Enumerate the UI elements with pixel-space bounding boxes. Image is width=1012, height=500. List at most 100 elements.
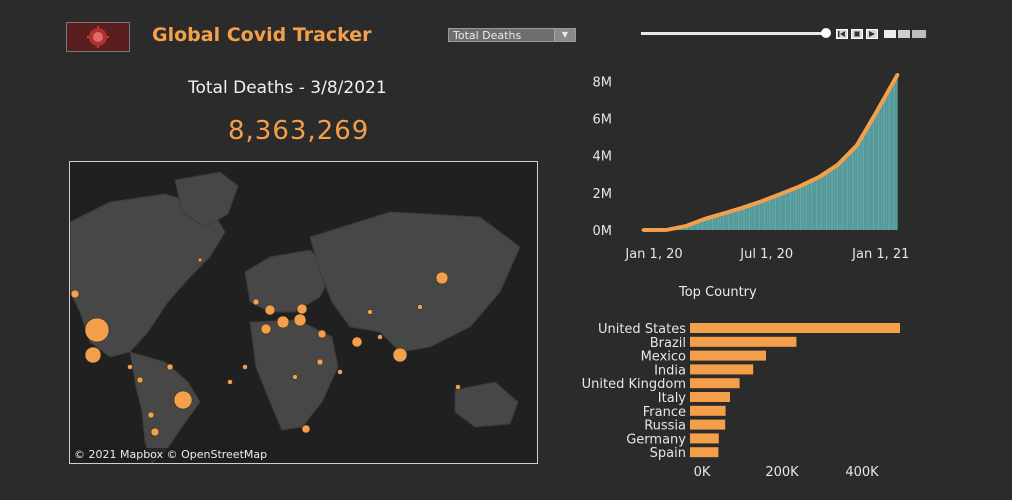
map-canvas xyxy=(70,162,537,463)
country-bar[interactable] xyxy=(690,323,900,333)
map-bubble[interactable] xyxy=(227,379,233,385)
map-bubble[interactable] xyxy=(417,304,423,310)
map-bubble[interactable] xyxy=(166,363,174,371)
bar-category-label: United Kingdom xyxy=(582,377,686,392)
play-icon[interactable] xyxy=(866,29,878,39)
line-point[interactable] xyxy=(760,199,764,203)
line-point[interactable] xyxy=(741,206,745,210)
map-bubble[interactable] xyxy=(316,358,324,366)
map-bubble[interactable] xyxy=(252,298,260,306)
map-bubble[interactable] xyxy=(276,315,290,329)
bar-category-label: Italy xyxy=(658,391,687,406)
chevron-down-icon[interactable]: ▼ xyxy=(554,29,575,41)
kpi-value: 8,363,269 xyxy=(228,116,370,146)
map-bubble[interactable] xyxy=(197,257,203,263)
map-bubble[interactable] xyxy=(317,329,327,339)
map-bubble[interactable] xyxy=(84,346,102,364)
map-bubble[interactable] xyxy=(173,390,193,410)
case-bubbles xyxy=(70,257,461,437)
country-bar[interactable] xyxy=(690,378,740,389)
country-bar[interactable] xyxy=(690,336,797,347)
metric-dropdown-value: Total Deaths xyxy=(453,29,522,42)
map-bubble[interactable] xyxy=(84,317,110,343)
line-point[interactable] xyxy=(874,111,878,115)
line-point[interactable] xyxy=(641,228,645,232)
line-point[interactable] xyxy=(779,192,783,196)
speed-medium-icon[interactable] xyxy=(898,30,910,38)
map-bubble[interactable] xyxy=(392,347,408,363)
map-bubble[interactable] xyxy=(242,364,248,370)
continent-europe xyxy=(244,249,333,313)
map-bubble[interactable] xyxy=(127,364,133,370)
line-point[interactable] xyxy=(703,217,707,221)
bar-category-label: India xyxy=(654,363,686,378)
country-bar[interactable] xyxy=(690,392,730,402)
bar-category-label: United States xyxy=(598,322,686,337)
map-bubble[interactable] xyxy=(435,271,449,285)
country-bar[interactable] xyxy=(690,405,726,416)
y-tick-label: 8M xyxy=(593,75,613,90)
line-point[interactable] xyxy=(722,211,726,215)
metric-dropdown[interactable]: Total Deaths ▼ xyxy=(448,28,576,42)
line-point[interactable] xyxy=(817,175,821,179)
country-bar[interactable] xyxy=(690,350,766,361)
line-point[interactable] xyxy=(896,73,900,77)
map-bubble[interactable] xyxy=(136,376,144,384)
world-map[interactable]: © 2021 Mapbox © OpenStreetMap xyxy=(69,161,538,464)
map-bubble[interactable] xyxy=(264,304,276,316)
map-bubble[interactable] xyxy=(351,336,363,348)
y-tick-label: 6M xyxy=(593,112,613,127)
x-tick-label: Jul 1, 20 xyxy=(739,247,793,262)
continent-asia xyxy=(309,211,521,353)
total-deaths-line[interactable] xyxy=(642,73,900,232)
map-bubble[interactable] xyxy=(70,289,80,299)
y-tick-label: 4M xyxy=(593,150,613,165)
country-bar[interactable] xyxy=(690,419,726,430)
continent-greenland xyxy=(174,171,239,228)
bar-category-label: Mexico xyxy=(641,350,686,365)
map-bubble[interactable] xyxy=(455,384,461,390)
kpi-title: Total Deaths - 3/8/2021 xyxy=(188,78,387,98)
x-tick-label: Jan 1, 21 xyxy=(851,247,909,262)
speed-fast-icon[interactable] xyxy=(912,30,926,38)
x-tick-label: Jan 1, 20 xyxy=(624,247,682,262)
line-point[interactable] xyxy=(798,184,802,188)
map-bubble[interactable] xyxy=(292,374,298,380)
map-bubble[interactable] xyxy=(147,411,155,419)
x-tick-label: 0K xyxy=(694,465,711,480)
app-title: Global Covid Tracker xyxy=(152,24,372,46)
bar-category-label: Germany xyxy=(626,432,686,447)
app-logo xyxy=(66,22,130,52)
map-bubble[interactable] xyxy=(301,424,311,434)
map-bubble[interactable] xyxy=(337,369,343,375)
map-bubble[interactable] xyxy=(296,303,308,315)
y-tick-label: 0M xyxy=(593,224,613,239)
map-bubble[interactable] xyxy=(260,323,272,335)
line-point[interactable] xyxy=(684,224,688,228)
timeline-slider-track[interactable] xyxy=(641,32,827,35)
country-bar[interactable] xyxy=(690,364,754,375)
step-back-icon[interactable] xyxy=(836,29,848,39)
map-bubble[interactable] xyxy=(377,334,383,340)
bar-category-label: Spain xyxy=(650,446,686,461)
bar-category-label: Brazil xyxy=(650,336,686,351)
bar-category-label: Russia xyxy=(644,419,686,434)
continent-australia xyxy=(454,381,519,428)
timeline-slider-handle[interactable] xyxy=(821,28,831,38)
stop-icon[interactable] xyxy=(851,29,863,39)
line-point[interactable] xyxy=(836,163,840,167)
map-bubble[interactable] xyxy=(293,313,307,327)
country-bar[interactable] xyxy=(690,433,719,444)
country-bar[interactable] xyxy=(690,447,719,458)
x-tick-label: 200K xyxy=(765,465,799,480)
line-point[interactable] xyxy=(855,143,859,147)
line-point[interactable] xyxy=(665,228,669,232)
map-bubble[interactable] xyxy=(367,309,373,315)
speed-slow-icon[interactable] xyxy=(884,30,896,38)
map-bubble[interactable] xyxy=(150,427,160,437)
top-country-title: Top Country xyxy=(679,285,757,300)
map-attribution: © 2021 Mapbox © OpenStreetMap xyxy=(72,448,270,461)
y-tick-label: 2M xyxy=(593,187,613,202)
deaths-over-time-chart[interactable]: 0M 2M 4M 6M 8M Jan 1, 20 Jul 1, 20 Jan 1, 21 xyxy=(570,60,920,270)
